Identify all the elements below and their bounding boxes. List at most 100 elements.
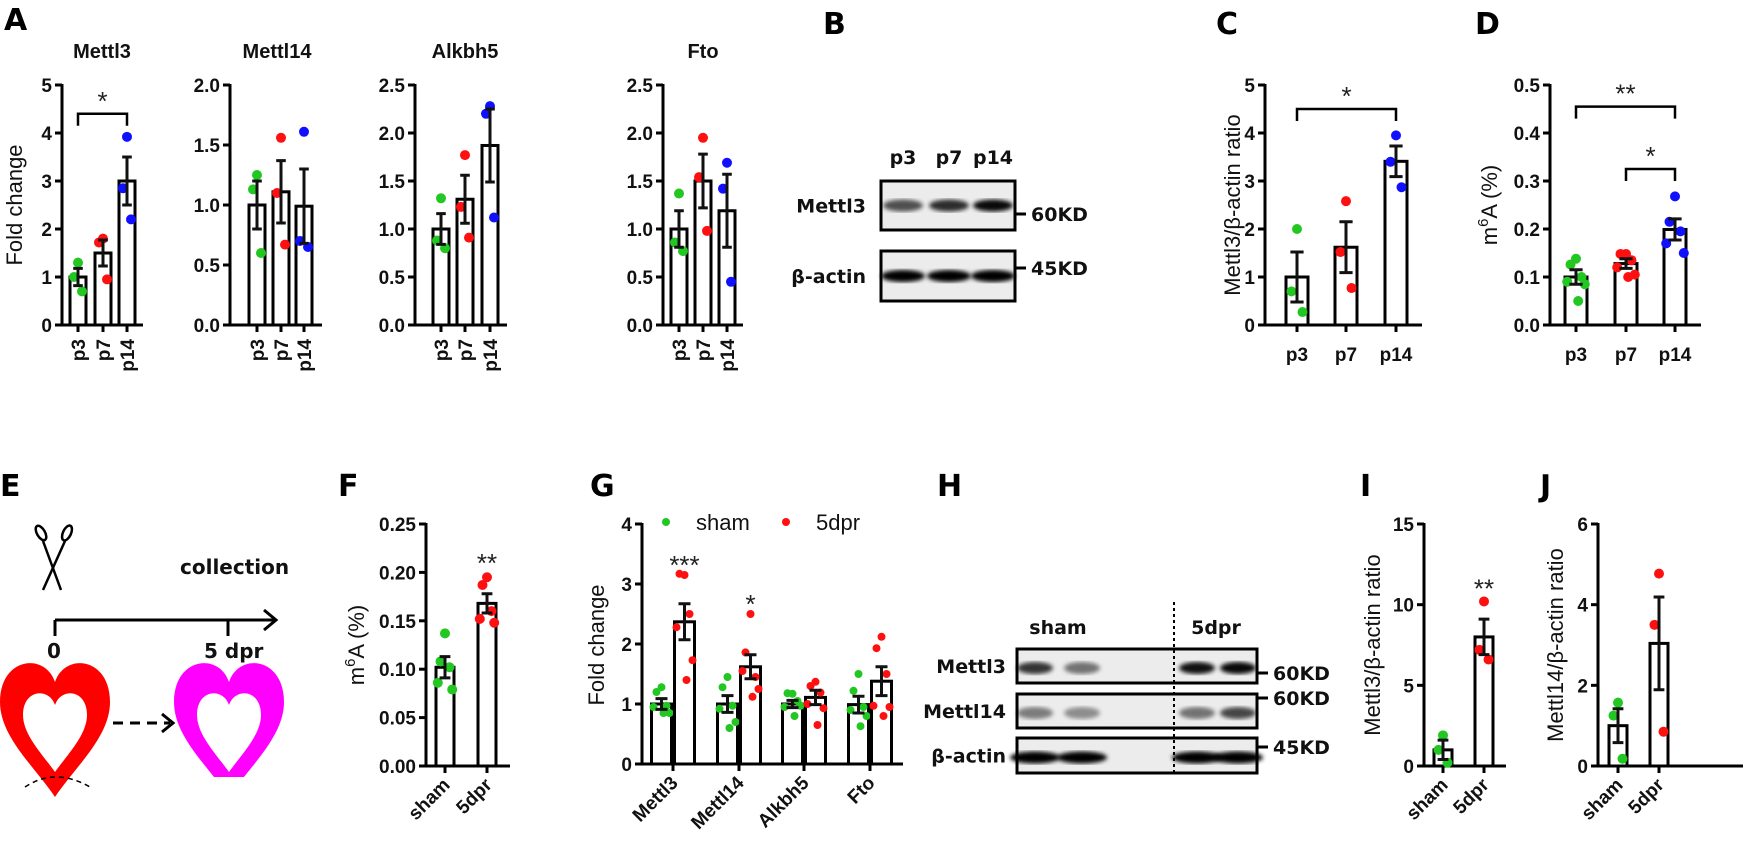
y-tick-label: 15 <box>1393 515 1415 536</box>
group-label: sham <box>1029 617 1086 639</box>
y-tick-label: 0.5 <box>627 268 654 289</box>
data-point <box>1297 307 1308 318</box>
significance-label: * <box>745 589 755 619</box>
panel-label-d: D <box>1475 7 1500 42</box>
chart-d: m6A (%)0.00.10.20.30.40.5p3 p7 p14*** <box>1475 76 1701 366</box>
x-tick-label: 5dpr <box>1625 774 1669 818</box>
y-tick-label: 5 <box>1403 676 1414 697</box>
error-bar <box>655 697 668 711</box>
error-bar <box>744 653 757 681</box>
panel-label-h: H <box>937 469 962 504</box>
data-point <box>1335 247 1346 258</box>
error-bar <box>252 179 262 231</box>
panel-label-a: A <box>4 3 28 38</box>
data-point <box>447 684 458 695</box>
x-tick-label: p14 <box>295 339 316 372</box>
error-bar <box>1478 617 1490 657</box>
data-point <box>722 157 732 168</box>
y-tick-label: 0.15 <box>379 612 416 633</box>
data-point <box>872 644 881 653</box>
y-tick-label: 1.5 <box>627 172 654 193</box>
data-point <box>723 673 732 681</box>
data-point <box>675 569 684 578</box>
panel-label-b: B <box>823 7 846 42</box>
y-axis-title-sup: 6 <box>342 659 359 667</box>
y-tick-label: 2.0 <box>194 76 220 97</box>
error-bar <box>1653 595 1665 692</box>
data-point <box>652 688 661 696</box>
y-tick-label: 1.5 <box>379 172 406 193</box>
data-point <box>882 670 891 678</box>
y-tick-label: 1.0 <box>194 196 220 217</box>
protein-band <box>927 270 971 282</box>
row-label: Mettl3 <box>936 656 1006 678</box>
bar <box>673 620 696 766</box>
error-bar <box>485 107 495 184</box>
data-point <box>1286 286 1297 297</box>
x-tick-label: p7 <box>694 339 715 361</box>
data-point <box>728 701 737 710</box>
data-point <box>856 722 865 731</box>
data-point <box>276 132 286 143</box>
y-tick-label: 5 <box>1244 76 1255 97</box>
x-tick-label: p14 <box>1380 345 1413 366</box>
y-tick-label: 1.0 <box>379 220 405 241</box>
y-tick-label: 5 <box>41 76 52 97</box>
marker-label: 45KD <box>1031 258 1088 280</box>
x-tick-label: p7 <box>272 339 293 361</box>
y-axis-title: Mettl3/β-actin ratio <box>1360 554 1385 735</box>
error-bar <box>721 694 734 714</box>
error-bar <box>436 212 446 246</box>
y-axis-title-rest: A (%) <box>344 605 369 659</box>
protein-band <box>883 199 923 212</box>
lane-label: p7 <box>936 147 963 169</box>
data-point <box>748 692 757 701</box>
y-axis-title: Fold change <box>584 584 609 705</box>
data-point <box>715 704 724 713</box>
data-point <box>1483 654 1494 665</box>
data-point <box>813 721 822 729</box>
data-point <box>1474 644 1485 655</box>
y-tick-label: 2 <box>1577 676 1588 697</box>
protein-band <box>1057 751 1107 764</box>
chart-c: Mettl3/β-actin ratio 0 1 2 3 4 5 p3 p7 p14 * <box>1220 76 1422 366</box>
data-point <box>440 628 450 639</box>
y-tick-label: 2.0 <box>627 124 653 145</box>
y-tick-label: 10 <box>1393 596 1414 617</box>
data-point <box>464 232 474 243</box>
protein-band <box>971 270 1015 282</box>
y-tick-label: 1 <box>1244 268 1255 289</box>
data-point <box>731 718 740 726</box>
x-tick-label: p3 <box>69 339 90 361</box>
western-blots: p3 p7 p14 Mettl3 60KD β-actin 45KD sham 5dpr Mett… <box>791 147 1330 775</box>
significance-bracket <box>1574 105 1677 119</box>
scissors-icon <box>34 524 74 591</box>
significance-label: ** <box>1615 79 1635 109</box>
group-label: 5dpr <box>1191 617 1241 639</box>
legend-marker-sham <box>662 518 670 526</box>
x-tick-label: p3 <box>1286 345 1308 366</box>
data-point <box>746 610 755 618</box>
data-point <box>1670 191 1680 202</box>
panel-label-i: I <box>1360 469 1371 504</box>
x-tick-label: p14 <box>718 339 739 372</box>
y-tick-label: 2 <box>41 220 52 241</box>
data-point <box>738 667 747 675</box>
data-point <box>122 131 132 142</box>
data-point <box>854 670 863 678</box>
y-tick-label: 0 <box>1577 757 1588 778</box>
error-bar <box>460 173 470 225</box>
data-point <box>877 632 886 641</box>
x-tick-label: p3 <box>432 339 453 361</box>
y-tick-label: 3 <box>621 575 632 596</box>
data-point <box>1654 568 1664 579</box>
error-bar <box>1668 217 1682 242</box>
y-tick-label: 0.1 <box>1514 268 1541 289</box>
y-tick-label: 2 <box>1244 220 1255 241</box>
data-point <box>849 686 858 695</box>
row-label: β-actin <box>791 266 866 288</box>
